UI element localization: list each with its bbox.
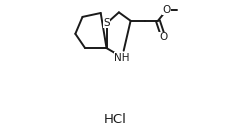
Text: O: O [161,5,170,15]
Text: O: O [158,32,166,42]
Text: NH: NH [114,53,129,63]
Text: HCl: HCl [103,113,126,126]
Text: S: S [103,18,109,28]
